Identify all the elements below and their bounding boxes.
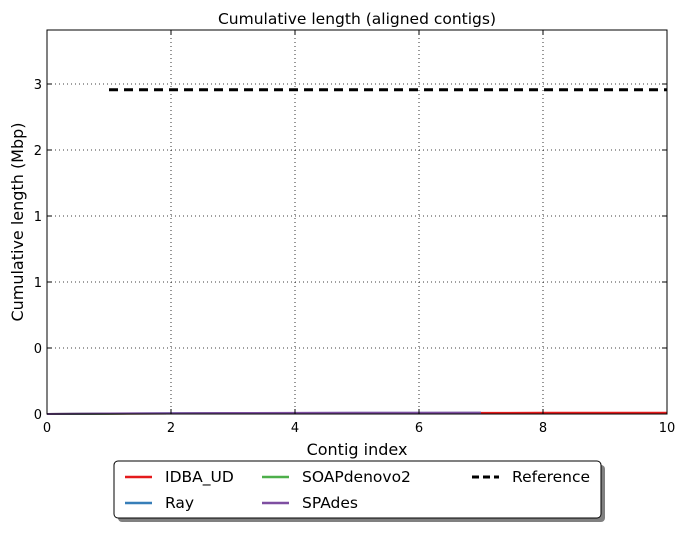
series-lines: [46, 88, 668, 415]
legend-label: IDBA_UD: [165, 468, 234, 487]
x-tick-label: 2: [167, 421, 175, 436]
legend-label: SOAPdenovo2: [302, 468, 411, 486]
legend-item: Reference: [472, 468, 590, 486]
y-axis-label: Cumulative length (Mbp): [8, 122, 27, 321]
series-line-spades: [46, 411, 482, 415]
legend-item: SOAPdenovo2: [262, 468, 411, 486]
y-tick-label: 1: [34, 210, 42, 225]
y-tick-label: 1: [34, 276, 42, 291]
legend-item: Ray: [125, 494, 194, 512]
x-tick-label: 4: [291, 421, 299, 436]
x-axis-label: Contig index: [307, 440, 408, 459]
legend-entries: IDBA_UD Ray SOAPdenovo2 SPAdes Reference: [125, 468, 590, 512]
legend-label: Reference: [512, 468, 590, 486]
grid-lines: [47, 30, 667, 414]
legend-item: IDBA_UD: [125, 468, 234, 487]
y-tick-label: 2: [34, 144, 42, 159]
x-tick-label: 8: [539, 421, 547, 436]
x-tick-label: 6: [415, 421, 423, 436]
x-tick-label: 10: [659, 421, 676, 436]
x-tick-label: 0: [43, 421, 51, 436]
legend-item: SPAdes: [262, 494, 358, 512]
legend-label: Ray: [165, 494, 194, 512]
plot-frame: [46, 29, 668, 415]
chart-title: Cumulative length (aligned contigs): [218, 10, 496, 28]
legend: IDBA_UD Ray SOAPdenovo2 SPAdes Reference: [113, 460, 605, 522]
legend-box: [113, 460, 602, 519]
legend-label: SPAdes: [302, 494, 358, 512]
y-tick-label: 3: [34, 78, 42, 93]
y-tick-label: 0: [34, 342, 42, 357]
y-tick-label: 0: [34, 408, 42, 423]
